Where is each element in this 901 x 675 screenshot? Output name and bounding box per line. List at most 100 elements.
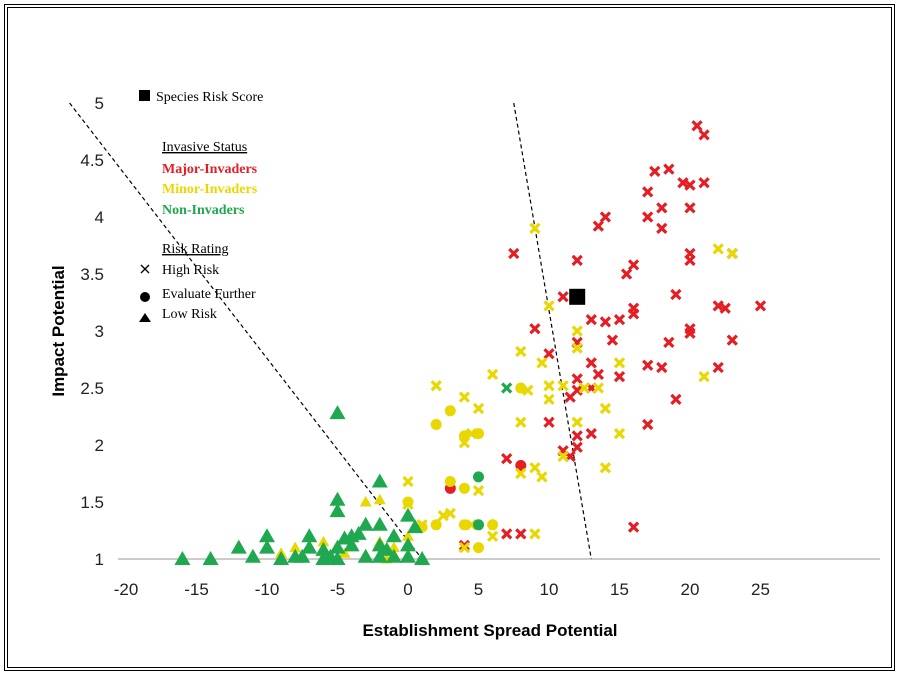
point-x-minor — [529, 528, 541, 540]
point-triangle-non — [329, 551, 346, 565]
point-x-major — [684, 179, 696, 191]
point-triangle-non — [350, 525, 367, 540]
point-circle-minor — [430, 418, 442, 430]
point-x-major — [663, 163, 675, 175]
y-tick-label: 3 — [95, 322, 104, 341]
legend-circle-marker-icon — [140, 292, 150, 302]
point-x-major — [620, 268, 633, 280]
point-triangle-non — [400, 537, 416, 552]
point-x-minor — [472, 484, 485, 497]
x-tick-label: -20 — [114, 580, 139, 599]
point-triangle-non — [400, 548, 416, 563]
point-x-major — [677, 177, 689, 189]
point-x-major — [543, 348, 555, 360]
legend-minor-invaders: Minor-Invaders — [162, 182, 258, 197]
y-tick-label: 2 — [95, 436, 104, 455]
point-x-minor — [472, 402, 485, 415]
legend: Species Risk Score Invasive Status Major… — [139, 90, 263, 322]
point-triangle-non — [259, 539, 275, 554]
point-triangle-non — [414, 551, 431, 565]
y-tick-label: 5 — [95, 94, 104, 113]
point-x-major — [642, 359, 654, 371]
x-tick-label: -15 — [184, 580, 209, 599]
x-tick-label: 5 — [474, 580, 483, 599]
legend-low-risk-label: Low Risk — [162, 307, 217, 322]
x-tick-label: 0 — [403, 580, 412, 599]
point-x-minor — [515, 467, 527, 480]
legend-rating-title: Risk Rating — [162, 242, 229, 257]
point-x-major — [691, 120, 703, 132]
species-risk-score-point — [569, 288, 586, 305]
point-x-minor — [536, 471, 548, 483]
legend-evaluate-further-label: Evaluate Further — [162, 287, 256, 302]
point-circle-minor — [487, 519, 499, 531]
point-triangle-minor — [402, 530, 414, 541]
point-x-major — [684, 327, 696, 339]
point-circle-minor — [458, 482, 470, 494]
point-x-major — [663, 336, 675, 349]
point-x-major — [627, 259, 640, 271]
point-x-major — [571, 430, 583, 442]
point-x-major — [627, 308, 640, 320]
point-x-minor — [543, 380, 555, 392]
point-x-major — [613, 370, 626, 383]
point-triangle-non — [315, 541, 332, 556]
y-tick-label: 4.5 — [80, 151, 104, 170]
point-x-major — [592, 368, 604, 380]
point-x-minor — [592, 382, 604, 394]
point-triangle-non — [357, 548, 374, 563]
point-x-major — [698, 129, 710, 141]
point-x-minor — [486, 368, 499, 380]
point-x-minor — [712, 243, 724, 255]
point-x-major — [571, 373, 583, 385]
point-triangle-non — [244, 548, 261, 563]
threshold-line — [513, 102, 592, 560]
point-x-minor — [536, 357, 548, 369]
legend-score-label: Species Risk Score — [156, 90, 263, 105]
point-triangle-non — [357, 516, 374, 531]
point-x-major — [684, 254, 696, 266]
x-tick-label: 10 — [540, 580, 559, 599]
point-x-minor — [599, 402, 612, 415]
point-x-major — [571, 254, 583, 266]
point-x-major — [726, 334, 738, 346]
point-x-minor — [698, 370, 710, 383]
point-circle-minor — [473, 428, 484, 440]
x-axis-title: Establishment Spread Potential — [362, 621, 617, 640]
point-x-major — [684, 202, 696, 214]
point-x-major — [592, 220, 604, 232]
point-x-major — [719, 302, 731, 314]
point-x-major — [529, 323, 541, 335]
point-triangle-non — [301, 539, 318, 554]
x-tick-labels: -20 -15 -10 -5 0 5 10 15 20 25 — [114, 580, 770, 599]
point-x-major — [656, 202, 668, 214]
point-circle-minor — [444, 475, 456, 487]
x-tick-label: -5 — [330, 580, 345, 599]
point-triangle-non — [407, 519, 424, 534]
point-x-major — [585, 357, 597, 369]
point-x-minor — [486, 530, 499, 542]
point-triangle-non — [329, 539, 346, 554]
point-triangle-non — [329, 491, 346, 506]
point-x-major — [599, 316, 612, 328]
point-x-major — [642, 186, 654, 198]
point-x-major — [458, 539, 471, 551]
point-triangle-minor — [317, 535, 330, 547]
point-x-minor — [557, 450, 569, 463]
point-circle-major — [515, 460, 527, 472]
y-tick-label: 1.5 — [80, 493, 104, 512]
point-x-major — [613, 313, 626, 326]
point-x-major — [501, 453, 513, 465]
point-circle-minor — [458, 519, 470, 531]
point-x-minor — [543, 393, 555, 406]
point-x-minor — [571, 416, 583, 428]
point-x-major — [642, 418, 654, 431]
point-triangle-non — [174, 551, 191, 565]
data-points — [174, 120, 767, 565]
point-triangle-non — [336, 530, 353, 545]
point-x-minor — [543, 300, 555, 312]
point-circle-non — [473, 471, 484, 483]
point-triangle-non — [371, 516, 388, 531]
point-x-minor — [613, 357, 626, 369]
